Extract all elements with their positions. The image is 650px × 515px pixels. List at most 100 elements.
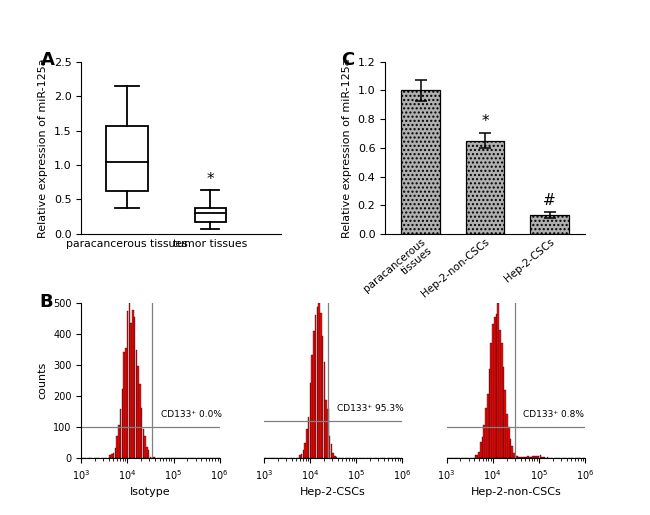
Bar — [125, 349, 127, 458]
Bar — [530, 215, 569, 234]
Bar — [315, 315, 317, 458]
Bar — [508, 427, 510, 458]
Bar — [529, 457, 530, 458]
Bar — [480, 442, 482, 458]
Bar — [510, 439, 512, 458]
Bar — [519, 457, 520, 458]
Bar — [478, 452, 480, 458]
Bar — [401, 91, 440, 234]
Bar — [515, 456, 517, 458]
Bar — [132, 310, 134, 458]
Bar — [327, 409, 329, 458]
Bar — [543, 457, 545, 458]
Bar — [301, 454, 302, 458]
Bar — [311, 355, 313, 458]
Bar — [522, 457, 524, 458]
Bar — [512, 446, 513, 458]
Text: C: C — [341, 52, 354, 70]
Bar — [520, 457, 522, 458]
Bar — [531, 457, 532, 458]
Bar — [111, 454, 112, 458]
Bar — [122, 389, 124, 458]
Bar — [527, 456, 529, 458]
Bar — [484, 425, 485, 458]
X-axis label: Hep-2-non-CSCs: Hep-2-non-CSCs — [471, 487, 561, 497]
Bar — [496, 314, 497, 458]
Bar — [487, 394, 489, 458]
Bar — [334, 456, 335, 458]
Bar — [322, 336, 324, 458]
Bar — [492, 324, 494, 458]
Bar — [491, 343, 492, 458]
Bar — [506, 414, 508, 458]
Bar — [336, 457, 337, 458]
Bar — [474, 455, 476, 458]
Bar — [134, 317, 135, 458]
Bar — [517, 456, 518, 458]
Bar — [124, 352, 125, 458]
Bar — [499, 330, 501, 458]
Bar — [547, 457, 548, 458]
Bar — [536, 456, 538, 458]
Y-axis label: Relative expression of miR-125a: Relative expression of miR-125a — [38, 58, 48, 237]
Bar — [136, 350, 137, 458]
Bar — [541, 457, 543, 458]
Bar — [304, 443, 306, 458]
X-axis label: Hep-2-CSCs: Hep-2-CSCs — [300, 487, 366, 497]
X-axis label: Isotype: Isotype — [130, 487, 171, 497]
Bar — [476, 455, 478, 458]
Bar — [540, 455, 541, 458]
Bar — [494, 317, 495, 458]
Bar — [306, 428, 307, 458]
Text: *: * — [207, 172, 214, 187]
Bar — [318, 303, 320, 458]
Bar — [141, 408, 142, 458]
Bar — [142, 429, 144, 458]
Bar — [331, 444, 332, 458]
Bar — [148, 450, 150, 458]
Bar — [109, 455, 111, 458]
Bar — [485, 407, 487, 458]
Text: #: # — [543, 193, 556, 208]
Bar — [320, 313, 322, 458]
Bar — [106, 126, 148, 191]
Text: CD133⁺ 0.0%: CD133⁺ 0.0% — [161, 410, 222, 419]
Bar — [482, 437, 484, 458]
Bar — [120, 408, 122, 458]
Bar — [525, 457, 527, 458]
Bar — [524, 457, 525, 458]
Bar — [127, 312, 129, 458]
Bar — [131, 322, 132, 458]
Text: CD133⁺ 95.3%: CD133⁺ 95.3% — [337, 404, 403, 413]
Bar — [308, 417, 309, 458]
Bar — [194, 208, 226, 222]
Bar — [514, 453, 515, 458]
Bar — [325, 400, 327, 458]
Bar — [129, 303, 130, 458]
Bar — [139, 384, 141, 458]
Bar — [501, 343, 502, 458]
Bar — [329, 436, 330, 458]
Bar — [153, 457, 155, 458]
Bar — [118, 425, 120, 458]
Bar — [332, 453, 334, 458]
Bar — [137, 366, 139, 458]
Bar — [106, 457, 107, 458]
Bar — [465, 141, 504, 234]
Text: B: B — [40, 294, 53, 312]
Bar — [146, 447, 148, 458]
Bar — [309, 383, 311, 458]
Bar — [324, 362, 325, 458]
Y-axis label: counts: counts — [38, 362, 47, 399]
Bar — [114, 448, 116, 458]
Bar — [317, 307, 318, 458]
Bar — [116, 436, 118, 458]
Bar — [144, 436, 146, 458]
Bar — [504, 390, 506, 458]
Bar — [538, 456, 540, 458]
Bar — [502, 367, 504, 458]
Text: *: * — [481, 114, 489, 129]
Y-axis label: Relative expression of miR-125a: Relative expression of miR-125a — [342, 58, 352, 237]
Bar — [150, 457, 151, 458]
Bar — [497, 303, 499, 458]
